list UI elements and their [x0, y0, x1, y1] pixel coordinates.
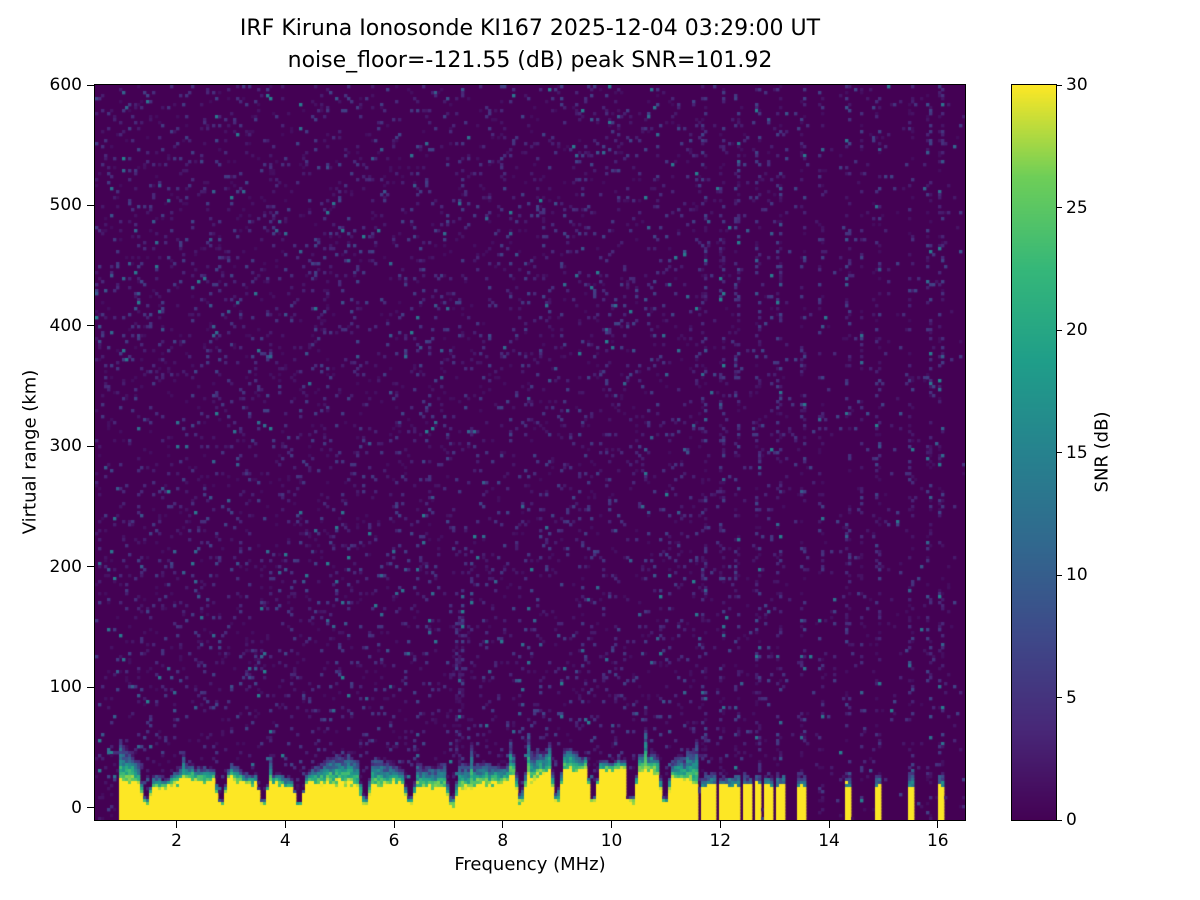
colorbar-tick-label: 0 [1066, 810, 1077, 830]
x-axis-label: Frequency (MHz) [454, 854, 606, 875]
y-tick-label: 400 [49, 315, 82, 336]
x-axis-tick [937, 821, 939, 828]
y-tick-label: 200 [49, 556, 82, 577]
y-tick-label: 600 [49, 75, 82, 95]
x-tick-label: 6 [388, 831, 400, 851]
x-axis-tick [393, 821, 395, 828]
y-axis-tick [87, 566, 94, 568]
colorbar [1011, 84, 1057, 821]
colorbar-tick-label: 10 [1066, 565, 1088, 585]
colorbar-tick-label: 25 [1066, 197, 1088, 218]
x-tick-label: 10 [600, 831, 623, 851]
y-axis-tick [87, 686, 94, 688]
x-axis-tick [828, 821, 830, 828]
y-tick-label: 500 [49, 195, 82, 216]
x-tick-label: 2 [171, 831, 182, 851]
x-axis-tick [502, 821, 504, 828]
plot-area [94, 84, 966, 821]
y-tick-label: 100 [49, 677, 82, 698]
x-tick-label: 4 [279, 831, 291, 851]
colorbar-tick [1057, 84, 1062, 86]
x-tick-label: 8 [497, 831, 509, 851]
y-axis-tick [87, 807, 94, 809]
colorbar-tick-label: 20 [1066, 320, 1088, 340]
colorbar-canvas [1012, 85, 1056, 820]
colorbar-tick-label: 5 [1066, 687, 1077, 708]
x-axis-tick [284, 821, 286, 828]
colorbar-tick [1057, 452, 1062, 453]
colorbar-tick [1057, 207, 1062, 208]
colorbar-tick [1057, 329, 1062, 331]
colorbar-tick-label: 30 [1066, 75, 1088, 95]
x-tick-label: 14 [818, 831, 840, 851]
chart-title: IRF Kiruna Ionosonde KI167 2025-12-04 03… [239, 16, 821, 41]
y-axis-tick [87, 325, 94, 327]
y-tick-label: 300 [49, 436, 82, 457]
colorbar-tick-label: 15 [1066, 442, 1088, 463]
heatmap-canvas [95, 85, 965, 820]
x-tick-label: 12 [709, 831, 732, 851]
y-axis-tick [87, 204, 94, 206]
x-axis-tick [176, 821, 178, 828]
colorbar-tick [1057, 574, 1062, 576]
chart-subtitle: noise_floor=-121.55 (dB) peak SNR=101.92 [287, 48, 773, 73]
colorbar-tick [1057, 819, 1062, 821]
y-axis-tick [87, 84, 94, 86]
colorbar-tick [1057, 697, 1062, 698]
x-axis-tick [611, 821, 613, 828]
y-axis-tick [87, 445, 94, 447]
y-tick-label: 0 [71, 797, 82, 818]
x-axis-tick [719, 821, 721, 828]
x-tick-label: 16 [926, 831, 949, 851]
